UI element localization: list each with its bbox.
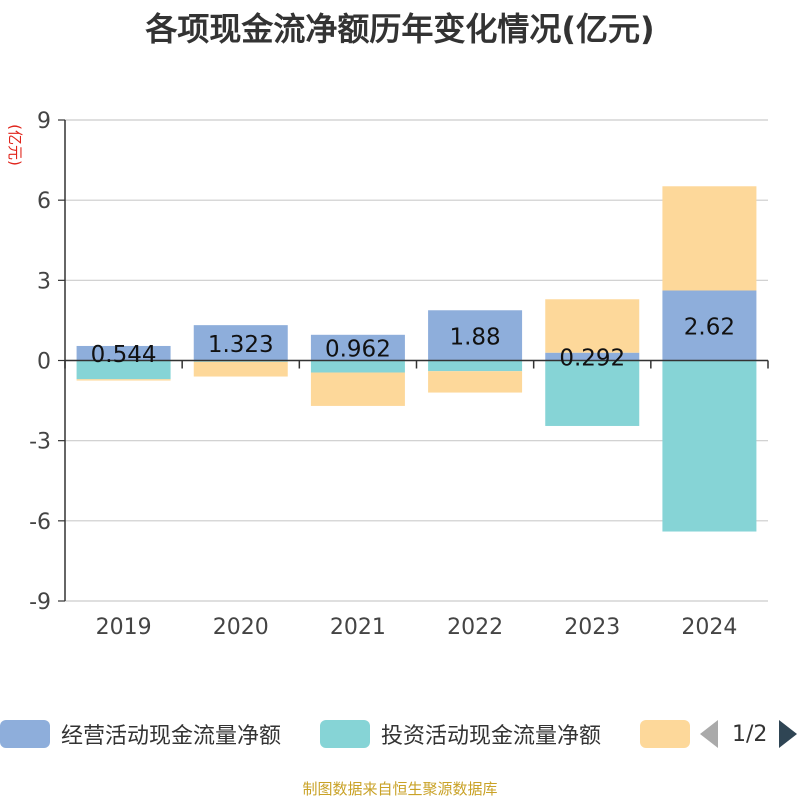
chart-title: 各项现金流净额历年变化情况(亿元) <box>145 10 655 48</box>
y-tick-label: 0 <box>37 350 51 375</box>
legend-label-operating: 经营活动现金流量净额 <box>61 724 282 749</box>
y-tick-label: -9 <box>29 590 51 615</box>
bar-1-2023 <box>545 360 640 426</box>
y-tick-label: 3 <box>37 269 51 294</box>
y-tick-label: 9 <box>37 109 51 134</box>
data-label-2020: 1.323 <box>208 332 274 358</box>
bar-2-2019 <box>76 379 171 381</box>
bar-2-2023 <box>545 299 640 353</box>
bar-2-2024 <box>662 186 757 291</box>
legend-item-investing[interactable]: 投资活动现金流量净额 <box>320 716 601 752</box>
x-tick-label-2024: 2024 <box>681 615 737 640</box>
x-tick-label-2021: 2021 <box>330 615 386 640</box>
x-tick-label-2022: 2022 <box>447 615 503 640</box>
data-label-2023: 0.292 <box>559 346 625 372</box>
legend-label-investing: 投资活动现金流量净额 <box>381 724 602 749</box>
data-label-2019: 0.544 <box>91 342 157 368</box>
bar-1-2019 <box>76 360 171 380</box>
bar-1-2024 <box>662 360 757 532</box>
bar-1-2021 <box>310 360 405 373</box>
source-note: 制图数据来自恒生聚源数据库 <box>302 780 498 798</box>
bar-0-2023 <box>545 352 640 361</box>
bar-1-2022 <box>428 360 523 372</box>
y-tick-label: -3 <box>29 430 51 455</box>
legend-page-indicator: 1/2 <box>732 721 768 747</box>
y-tick-label: -6 <box>29 510 51 535</box>
legend-swatch-third-series <box>640 720 690 748</box>
bar-0-2019 <box>76 345 171 361</box>
chevron-left-icon[interactable] <box>700 720 718 748</box>
chevron-right-icon[interactable] <box>779 720 798 748</box>
legend-swatch-investing <box>320 720 370 748</box>
legend-item-operating[interactable]: 经营活动现金流量净额 <box>0 716 281 752</box>
legend-pager: 1/2 <box>700 716 798 752</box>
legend-item-third-series[interactable] <box>640 716 690 752</box>
x-tick-label-2023: 2023 <box>564 615 620 640</box>
x-tick-label-2020: 2020 <box>213 615 269 640</box>
data-label-2022: 1.88 <box>449 324 500 350</box>
y-axis-label: (亿元) <box>6 124 24 166</box>
data-label-2024: 2.62 <box>684 314 735 340</box>
bar-0-2021 <box>310 334 405 361</box>
bar-2-2021 <box>310 372 405 406</box>
y-tick-label: 6 <box>37 189 51 214</box>
bar-0-2020 <box>193 325 288 361</box>
bar-2-2022 <box>428 371 523 393</box>
legend-swatch-operating <box>0 720 50 748</box>
x-tick-label-2019: 2019 <box>96 615 152 640</box>
bar-0-2024 <box>662 290 757 361</box>
data-label-2021: 0.962 <box>325 337 391 363</box>
bar-2-2020 <box>193 361 288 377</box>
bar-0-2022 <box>428 310 523 361</box>
